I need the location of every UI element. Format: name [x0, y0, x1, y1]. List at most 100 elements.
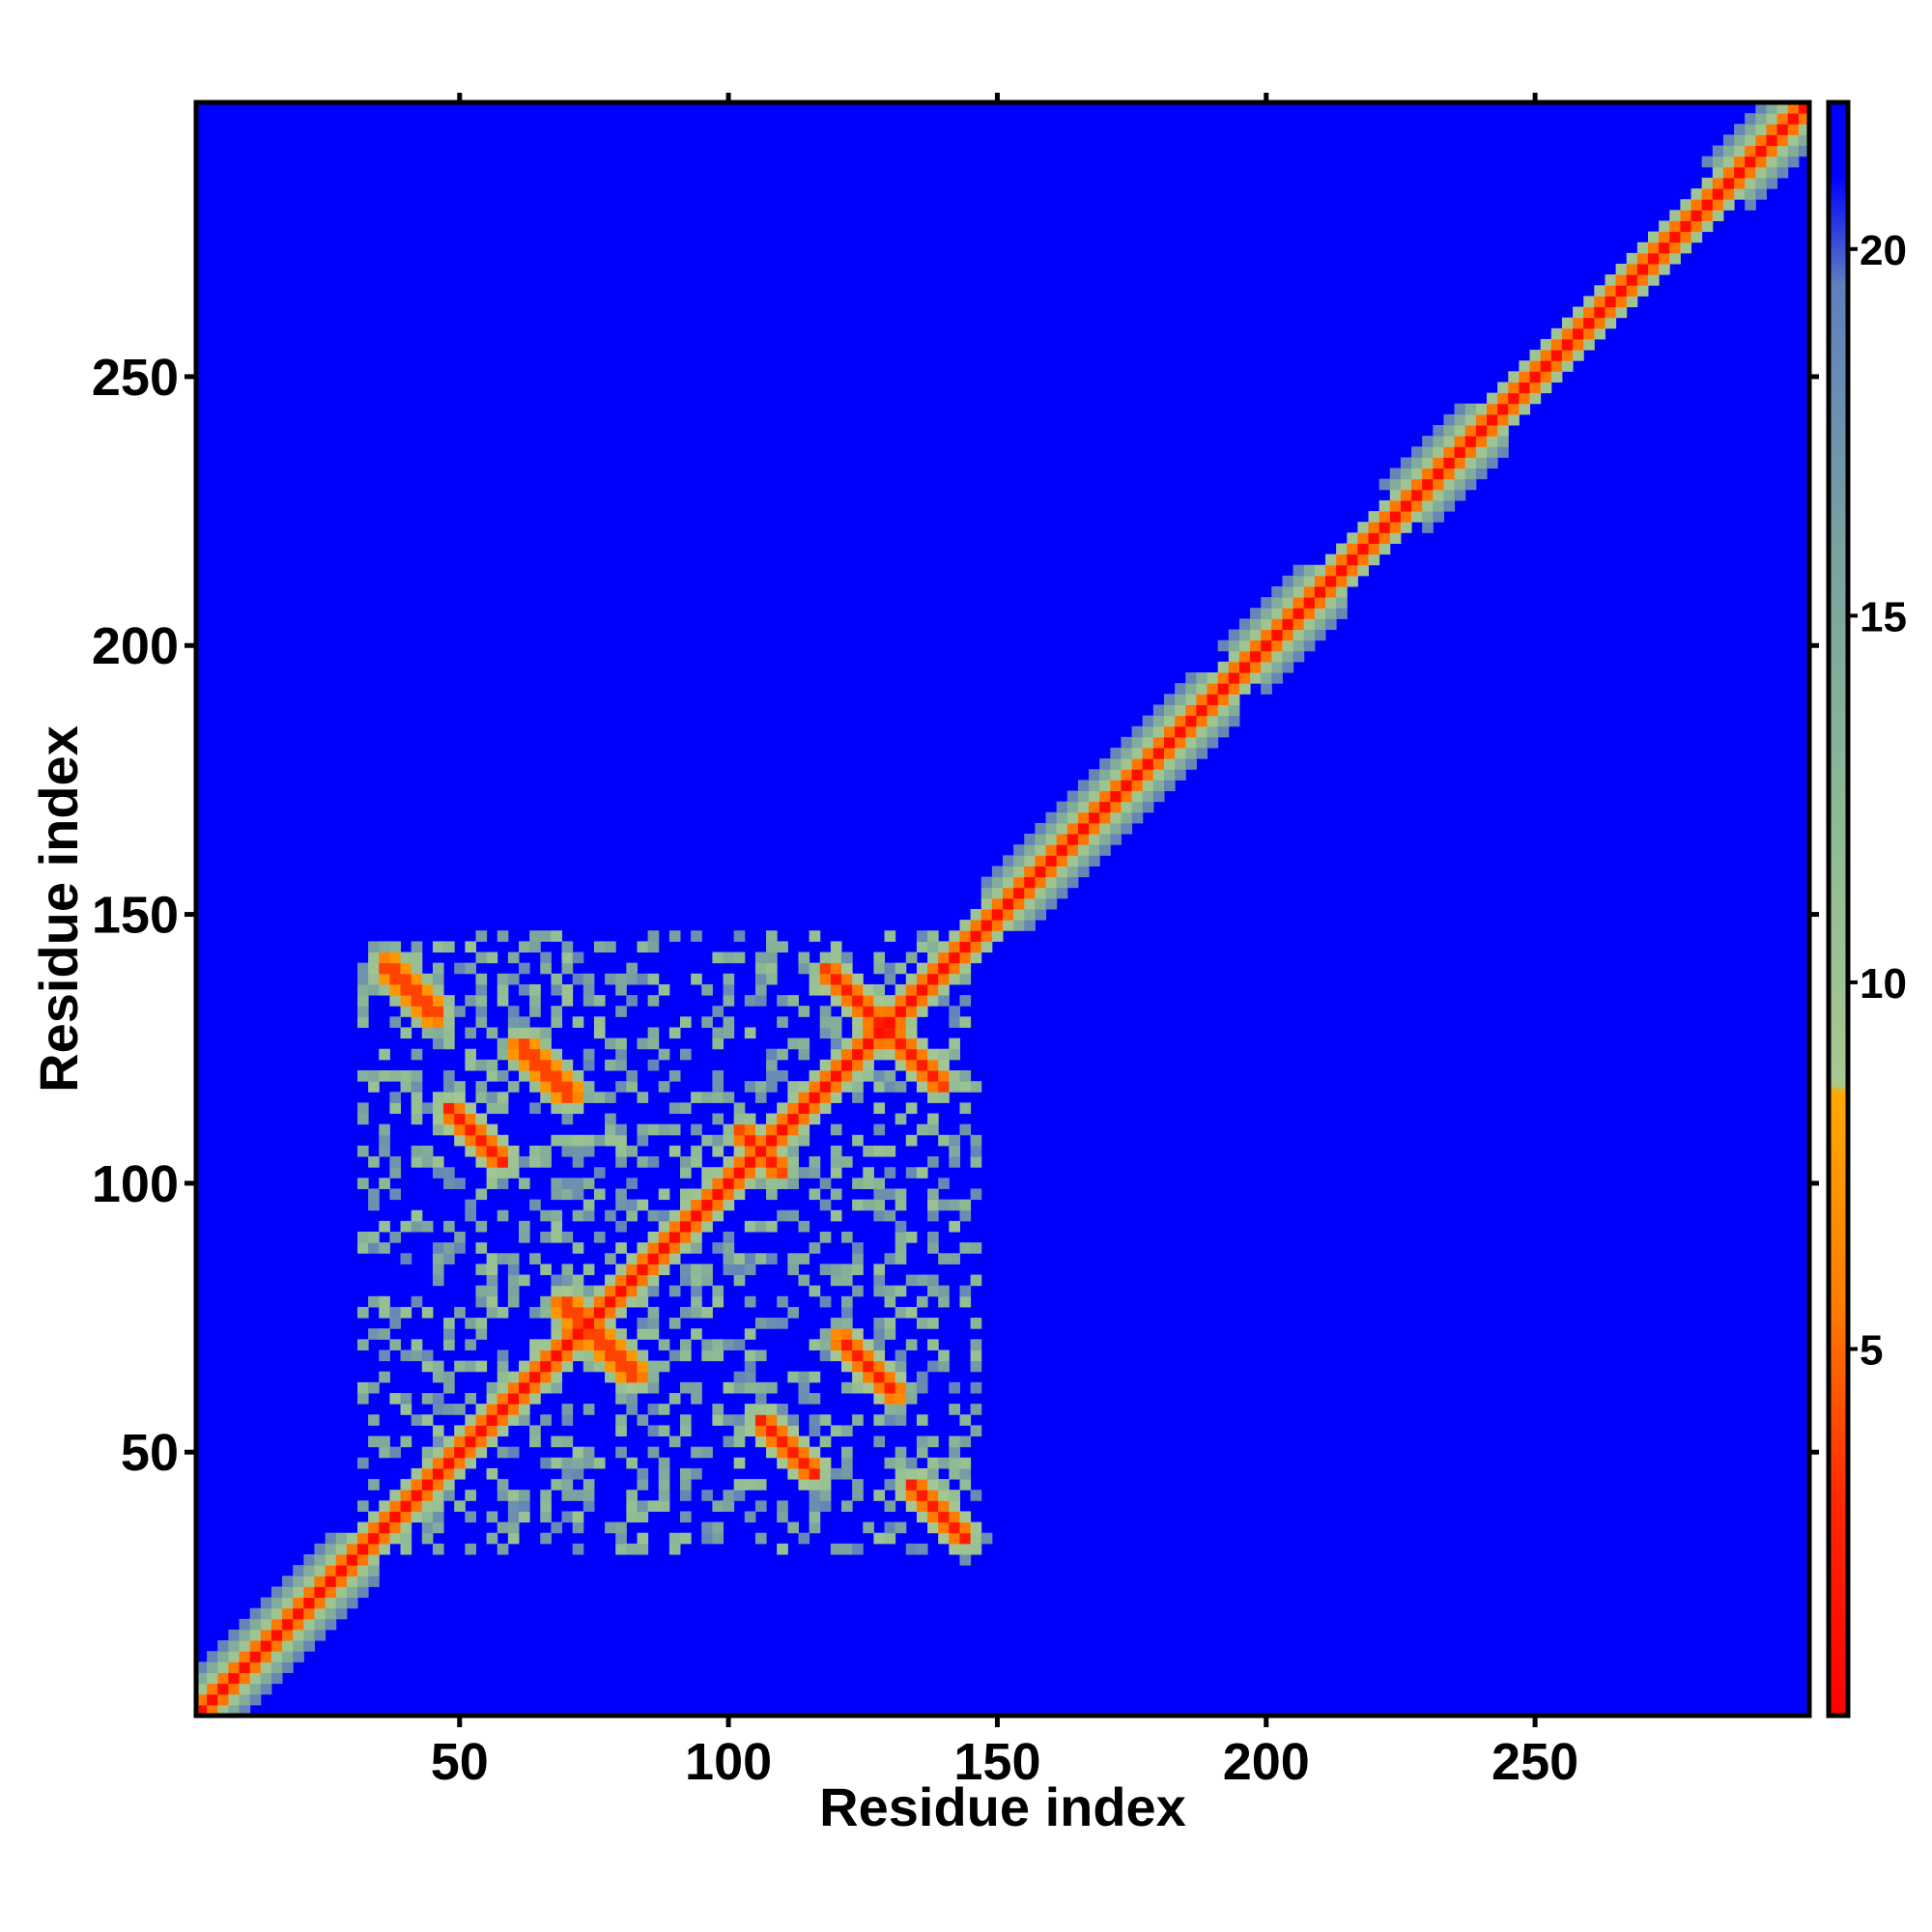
heatmap-cell — [1089, 834, 1100, 845]
heatmap-cell — [637, 1360, 649, 1373]
heatmap-cell — [959, 930, 972, 942]
heatmap-cell — [895, 1285, 907, 1297]
heatmap-cell — [895, 1521, 907, 1534]
heatmap-cell — [1433, 511, 1444, 523]
heatmap-cell — [1540, 382, 1552, 394]
heatmap-cell — [626, 1253, 638, 1264]
heatmap-cell — [561, 1339, 574, 1350]
heatmap-cell — [744, 1381, 756, 1394]
heatmap-cell — [1207, 694, 1219, 705]
heatmap-cell — [615, 1446, 627, 1459]
heatmap-cell — [852, 1350, 864, 1362]
heatmap-cell — [1615, 264, 1628, 275]
heatmap-cell — [701, 1350, 713, 1362]
heatmap-cell — [1325, 586, 1337, 598]
heatmap-cell — [949, 1220, 960, 1233]
heatmap-cell — [1573, 338, 1584, 351]
x-tick-label: 100 — [685, 1733, 772, 1791]
heatmap-cell — [1325, 608, 1337, 619]
heatmap-cell — [303, 1586, 315, 1599]
heatmap-cell — [895, 1253, 907, 1264]
heatmap-cell — [626, 1178, 638, 1189]
heatmap-cell — [411, 1081, 423, 1093]
heatmap-cell — [1303, 639, 1316, 652]
heatmap-cell — [475, 973, 488, 985]
heatmap-cell — [497, 1446, 509, 1459]
heatmap-cell — [572, 1511, 584, 1523]
heatmap-cell — [293, 1618, 304, 1631]
heatmap-cell — [1636, 242, 1649, 254]
heatmap-cell — [572, 973, 584, 985]
heatmap-cell — [723, 1242, 735, 1254]
heatmap-cell — [314, 1586, 327, 1599]
heatmap-cell — [841, 1350, 853, 1362]
heatmap-cell — [1314, 586, 1326, 598]
heatmap-cell — [529, 1070, 541, 1082]
heatmap-cell — [938, 962, 950, 975]
heatmap-cell — [1722, 134, 1735, 147]
heatmap-cell — [1314, 608, 1326, 619]
heatmap-cell — [572, 1318, 584, 1329]
heatmap-cell — [873, 1016, 886, 1028]
heatmap-cell — [723, 1016, 735, 1028]
heatmap-cell — [507, 1371, 520, 1383]
heatmap-cell — [1207, 715, 1219, 727]
heatmap-cell — [1164, 748, 1176, 759]
heatmap-cell — [754, 1532, 767, 1545]
heatmap-cell — [959, 1242, 972, 1254]
heatmap-cell — [593, 1457, 606, 1469]
heatmap-cell — [540, 1339, 552, 1350]
heatmap-cell — [744, 1220, 756, 1233]
heatmap-cell — [486, 1156, 498, 1168]
heatmap-cell — [637, 1328, 649, 1340]
heatmap-cell — [733, 1123, 746, 1136]
heatmap-cell — [777, 1446, 788, 1459]
heatmap-cell — [615, 1532, 627, 1545]
heatmap-cell — [357, 1543, 369, 1555]
heatmap-cell — [927, 1048, 939, 1061]
heatmap-cell — [465, 1446, 476, 1459]
heatmap-cell — [411, 1295, 423, 1308]
heatmap-cell — [658, 1490, 670, 1501]
heatmap-cell — [432, 1490, 444, 1501]
heatmap-cell — [519, 1037, 530, 1050]
heatmap-cell — [680, 1199, 692, 1211]
heatmap-cell — [432, 1156, 444, 1168]
heatmap-cell — [551, 1048, 563, 1061]
heatmap-cell — [475, 1425, 488, 1437]
heatmap-cell — [819, 1232, 832, 1243]
heatmap-cell — [1776, 124, 1789, 135]
heatmap-cell — [249, 1662, 262, 1673]
heatmap-cell — [561, 1490, 574, 1501]
heatmap-cell — [1271, 608, 1283, 619]
heatmap-cell — [572, 1242, 584, 1254]
heatmap-cell — [1152, 725, 1165, 738]
heatmap-cell — [605, 1092, 616, 1103]
heatmap-cell — [421, 1145, 434, 1157]
heatmap-cell — [1175, 704, 1186, 717]
heatmap-cell — [1734, 145, 1746, 157]
heatmap-cell — [647, 1274, 660, 1287]
heatmap-cell — [432, 1027, 444, 1039]
heatmap-cell — [1271, 639, 1283, 652]
heatmap-cell — [905, 1381, 918, 1394]
heatmap-cell — [1464, 468, 1477, 480]
heatmap-cell — [691, 973, 702, 985]
heatmap-cell — [561, 1070, 574, 1082]
heatmap-cell — [1443, 413, 1456, 426]
heatmap-cell — [454, 1242, 466, 1254]
heatmap-cell — [680, 1232, 692, 1243]
heatmap-cell — [432, 1425, 444, 1437]
heatmap-cell — [368, 973, 380, 985]
heatmap-cell — [1152, 704, 1165, 717]
heatmap-cell — [1454, 457, 1466, 469]
heatmap-cell — [228, 1704, 241, 1716]
heatmap-cell — [497, 1145, 509, 1157]
heatmap-cell — [561, 1404, 574, 1415]
heatmap-cell — [605, 1285, 616, 1297]
heatmap-cell — [766, 941, 778, 953]
heatmap-cell — [293, 1640, 304, 1652]
heatmap-cell — [368, 1435, 380, 1448]
heatmap-cell — [486, 1425, 498, 1437]
heatmap-cell — [507, 1037, 520, 1050]
